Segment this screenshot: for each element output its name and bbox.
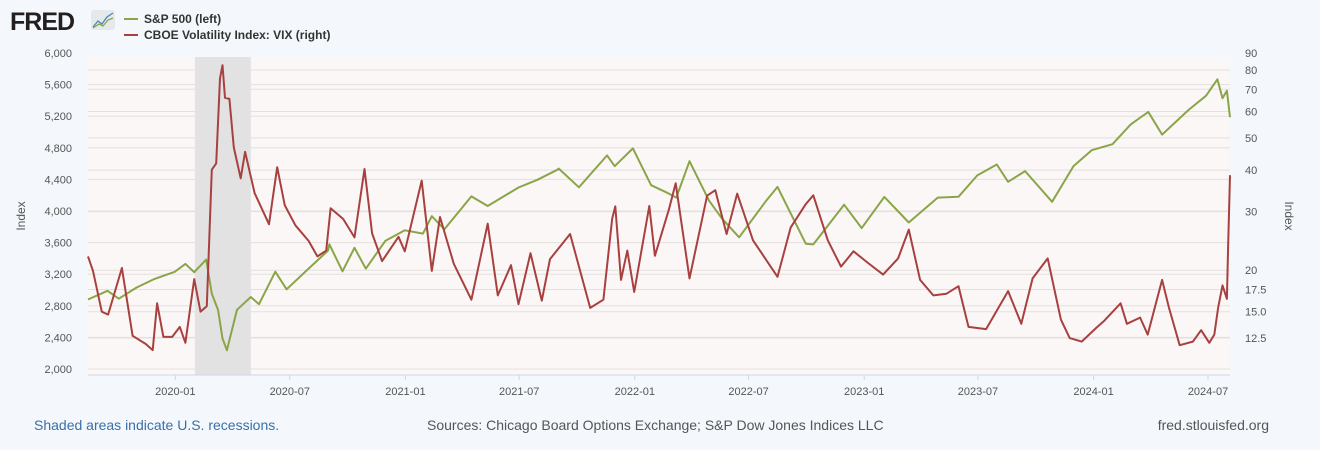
x-tick-label: 2021-01	[385, 386, 425, 398]
left-tick-label: 5,600	[44, 80, 72, 92]
sp500-line	[87, 78, 1231, 352]
legend: S&P 500 (left) CBOE Volatility Index: VI…	[124, 11, 330, 43]
recession-note[interactable]: Shaded areas indicate U.S. recessions.	[34, 417, 280, 433]
right-tick-label: 70	[1245, 84, 1257, 96]
vix-line	[87, 64, 1231, 352]
x-tick-label: 2022-01	[615, 386, 655, 398]
left-tick-label: 4,400	[44, 174, 72, 186]
left-tick-label: 2,800	[44, 301, 72, 313]
trend-chart-icon	[91, 10, 115, 30]
x-tick-label: 2021-07	[499, 386, 539, 398]
x-tick-label: 2024-01	[1073, 386, 1113, 398]
left-tick-label: 6,000	[44, 48, 72, 60]
right-tick-label: 15.0	[1245, 307, 1266, 319]
left-tick-label: 3,200	[44, 269, 72, 281]
left-tick-label: 5,200	[44, 111, 72, 123]
left-axis-label: Index	[14, 201, 28, 230]
x-tick-label: 2024-07	[1188, 386, 1228, 398]
right-tick-label: 50	[1245, 133, 1257, 145]
plot-background	[88, 57, 1230, 375]
right-tick-label: 40	[1245, 165, 1257, 177]
x-tick-label: 2020-07	[270, 386, 310, 398]
legend-item-vix[interactable]: CBOE Volatility Index: VIX (right)	[124, 27, 330, 43]
x-tick-label: 2020-01	[155, 386, 195, 398]
x-tick-label: 2023-01	[844, 386, 884, 398]
site-link[interactable]: fred.stlouisfed.org	[1157, 417, 1269, 433]
legend-label: S&P 500 (left)	[144, 12, 222, 26]
right-tick-label: 17.5	[1245, 284, 1266, 296]
left-tick-label: 2,400	[44, 332, 72, 344]
right-tick-label: 20	[1245, 265, 1257, 277]
legend-swatch	[124, 34, 138, 36]
right-tick-label: 90	[1245, 48, 1257, 60]
right-axis-label: Index	[1282, 201, 1296, 230]
left-tick-label: 4,800	[44, 143, 72, 155]
left-tick-label: 3,600	[44, 238, 72, 250]
sources: Sources: Chicago Board Options Exchange;…	[427, 417, 884, 433]
recession-shade	[194, 57, 251, 375]
left-tick-label: 2,000	[44, 364, 72, 376]
legend-label: CBOE Volatility Index: VIX (right)	[144, 28, 331, 42]
x-tick-label: 2023-07	[958, 386, 998, 398]
legend-swatch	[124, 18, 138, 20]
right-tick-label: 30	[1245, 207, 1257, 219]
right-tick-label: 12.5	[1245, 333, 1266, 345]
right-tick-label: 80	[1245, 65, 1257, 77]
x-tick-label: 2022-07	[728, 386, 768, 398]
chart-plot: 2020-01 2020-07 2021-01 2021-07 2022-01 2022-…	[14, 48, 1296, 398]
left-tick-label: 4,000	[44, 206, 72, 218]
fred-logo[interactable]: FRED	[10, 8, 75, 36]
legend-item-sp500[interactable]: S&P 500 (left)	[124, 11, 330, 27]
right-tick-label: 60	[1245, 107, 1257, 119]
